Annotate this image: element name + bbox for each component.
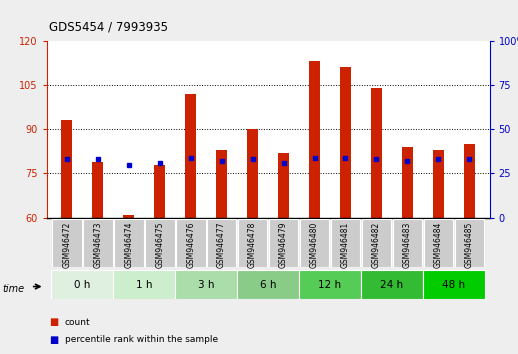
Text: 1 h: 1 h [136, 280, 152, 290]
Text: 12 h: 12 h [319, 280, 341, 290]
Text: GSM946485: GSM946485 [465, 222, 474, 268]
Text: GSM946473: GSM946473 [93, 222, 102, 268]
Bar [207, 219, 237, 267]
Bar [123, 215, 134, 218]
Bar [176, 219, 206, 267]
Bar [299, 219, 329, 267]
Bar [216, 150, 227, 218]
Bar [433, 150, 444, 218]
Text: GSM946480: GSM946480 [310, 222, 319, 268]
Bar [185, 94, 196, 218]
Text: GSM946483: GSM946483 [403, 222, 412, 268]
Text: GSM946481: GSM946481 [341, 222, 350, 268]
Text: 24 h: 24 h [380, 280, 404, 290]
Text: GSM946482: GSM946482 [372, 222, 381, 268]
Text: GSM946472: GSM946472 [62, 222, 71, 268]
Text: ■: ■ [49, 335, 59, 345]
Text: count: count [65, 318, 90, 327]
Bar [83, 219, 112, 267]
Bar [424, 219, 453, 267]
Bar [51, 270, 113, 299]
Bar [238, 219, 267, 267]
Text: GSM946484: GSM946484 [434, 222, 443, 268]
Text: 6 h: 6 h [260, 280, 276, 290]
Text: percentile rank within the sample: percentile rank within the sample [65, 335, 218, 344]
Bar [340, 67, 351, 218]
Bar [393, 219, 422, 267]
Bar [464, 144, 475, 218]
Bar [361, 270, 423, 299]
Bar [145, 219, 175, 267]
Text: GSM946475: GSM946475 [155, 222, 164, 268]
Bar [299, 270, 361, 299]
Bar [269, 219, 298, 267]
Bar [114, 219, 143, 267]
Text: GSM946476: GSM946476 [186, 222, 195, 268]
Bar [92, 162, 103, 218]
Bar [237, 270, 299, 299]
Bar [454, 219, 484, 267]
Text: 3 h: 3 h [198, 280, 214, 290]
Bar [402, 147, 413, 218]
Text: ■: ■ [49, 317, 59, 327]
Text: 0 h: 0 h [74, 280, 91, 290]
Bar [330, 219, 361, 267]
Bar [309, 61, 320, 218]
Text: GSM946478: GSM946478 [248, 222, 257, 268]
Text: GSM946479: GSM946479 [279, 222, 288, 268]
Bar [371, 88, 382, 218]
Bar [52, 219, 82, 267]
Bar [113, 270, 175, 299]
Bar [175, 270, 237, 299]
Text: 48 h: 48 h [442, 280, 466, 290]
Bar [423, 270, 485, 299]
Text: GSM946477: GSM946477 [217, 222, 226, 268]
Text: GDS5454 / 7993935: GDS5454 / 7993935 [49, 20, 168, 33]
Text: GSM946474: GSM946474 [124, 222, 133, 268]
Text: time: time [3, 284, 25, 293]
Bar [61, 120, 72, 218]
Bar [362, 219, 391, 267]
Bar [278, 153, 289, 218]
Bar [154, 165, 165, 218]
Bar [247, 129, 258, 218]
